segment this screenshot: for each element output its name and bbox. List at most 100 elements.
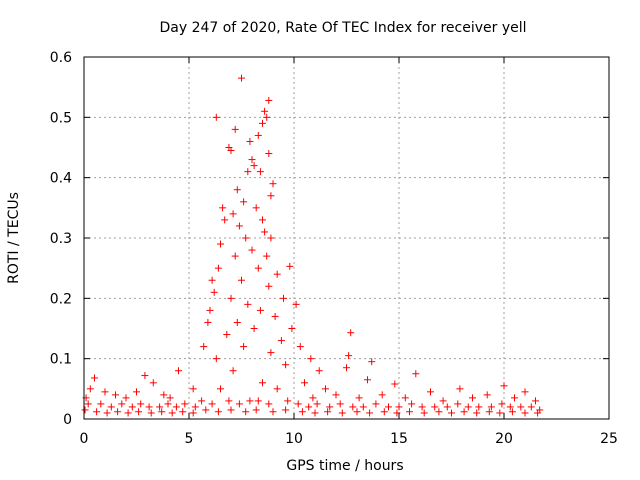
data-point	[137, 400, 145, 408]
data-point	[93, 408, 101, 416]
y-tick-labels: 0 0.1 0.2 0.3 0.4 0.5 0.6	[50, 50, 72, 428]
y-axis-label: ROTI / TECUs	[6, 192, 22, 284]
data-point	[475, 403, 483, 411]
data-point	[267, 349, 275, 357]
grid-lines	[84, 57, 609, 419]
data-point	[301, 379, 308, 387]
data-point	[527, 403, 535, 411]
data-point	[273, 270, 281, 278]
data-point	[114, 408, 122, 416]
data-point	[238, 74, 245, 82]
x-tick-label: 20	[495, 431, 513, 447]
data-point	[286, 262, 294, 270]
data-point	[206, 306, 214, 314]
data-point	[464, 403, 472, 411]
data-point	[250, 162, 258, 170]
data-point	[343, 364, 350, 372]
data-point	[460, 408, 468, 416]
data-point	[485, 408, 493, 416]
chart-title: Day 247 of 2020, Rate Of TEC Index for r…	[159, 20, 526, 36]
data-point	[233, 318, 241, 326]
data-point	[103, 409, 111, 417]
data-point	[269, 408, 277, 416]
data-point	[261, 107, 269, 115]
data-point	[133, 388, 140, 396]
x-tick-label: 15	[390, 431, 408, 447]
data-point	[280, 294, 287, 302]
data-point	[252, 406, 260, 414]
data-point	[313, 400, 321, 408]
data-point	[164, 400, 172, 408]
data-point	[345, 352, 353, 360]
data-point	[487, 403, 495, 411]
data-point	[435, 408, 443, 416]
data-point	[326, 403, 334, 411]
data-point	[208, 400, 216, 408]
data-point	[212, 113, 220, 121]
data-point	[418, 403, 426, 411]
data-point	[248, 246, 256, 254]
data-point	[282, 406, 290, 414]
data-point	[122, 394, 130, 402]
data-point	[496, 409, 504, 417]
data-point	[107, 403, 115, 411]
data-point	[191, 403, 199, 411]
data-point	[364, 376, 371, 384]
data-point	[223, 331, 231, 339]
data-point	[229, 210, 237, 218]
data-point	[204, 318, 212, 326]
data-point	[263, 252, 271, 260]
data-point	[338, 409, 346, 417]
data-point	[254, 264, 262, 272]
data-point	[225, 397, 233, 405]
data-point	[521, 409, 529, 417]
data-point	[145, 403, 153, 411]
data-point	[284, 397, 292, 405]
data-point	[259, 379, 266, 387]
data-point	[380, 408, 388, 416]
data-point	[332, 391, 340, 399]
data-point	[322, 385, 329, 393]
data-point	[273, 385, 281, 393]
data-point	[231, 252, 239, 260]
data-point	[227, 294, 235, 302]
data-point	[168, 409, 176, 417]
data-point	[254, 131, 262, 139]
data-point	[267, 192, 275, 200]
data-point	[217, 385, 224, 393]
data-point	[324, 408, 332, 416]
data-point	[175, 367, 182, 375]
data-point	[265, 400, 273, 408]
data-point	[347, 329, 355, 337]
y-tick-label: 0.5	[50, 110, 72, 126]
data-point	[261, 228, 269, 236]
data-point	[124, 409, 132, 417]
data-point	[254, 397, 262, 405]
x-tick-label: 5	[185, 431, 194, 447]
data-point	[189, 385, 197, 393]
data-point	[166, 394, 174, 402]
data-point	[259, 216, 266, 224]
data-point	[248, 156, 256, 164]
data-point	[265, 150, 273, 158]
data-point	[454, 400, 462, 408]
data-point	[235, 400, 243, 408]
data-point	[311, 409, 319, 417]
data-point	[217, 240, 224, 248]
data-point	[521, 388, 529, 396]
data-point	[149, 379, 157, 387]
data-point	[91, 374, 98, 382]
data-point	[469, 394, 476, 402]
data-point	[240, 198, 248, 206]
axis-ticks	[83, 56, 610, 420]
data-point	[156, 403, 164, 411]
data-point	[181, 400, 189, 408]
y-tick-label: 0.4	[50, 171, 72, 187]
x-tick-label: 10	[285, 431, 303, 447]
data-point	[508, 408, 516, 416]
data-point	[517, 403, 525, 411]
data-point	[498, 400, 506, 408]
data-point	[219, 204, 227, 212]
data-point	[401, 394, 409, 402]
data-point	[244, 300, 252, 308]
